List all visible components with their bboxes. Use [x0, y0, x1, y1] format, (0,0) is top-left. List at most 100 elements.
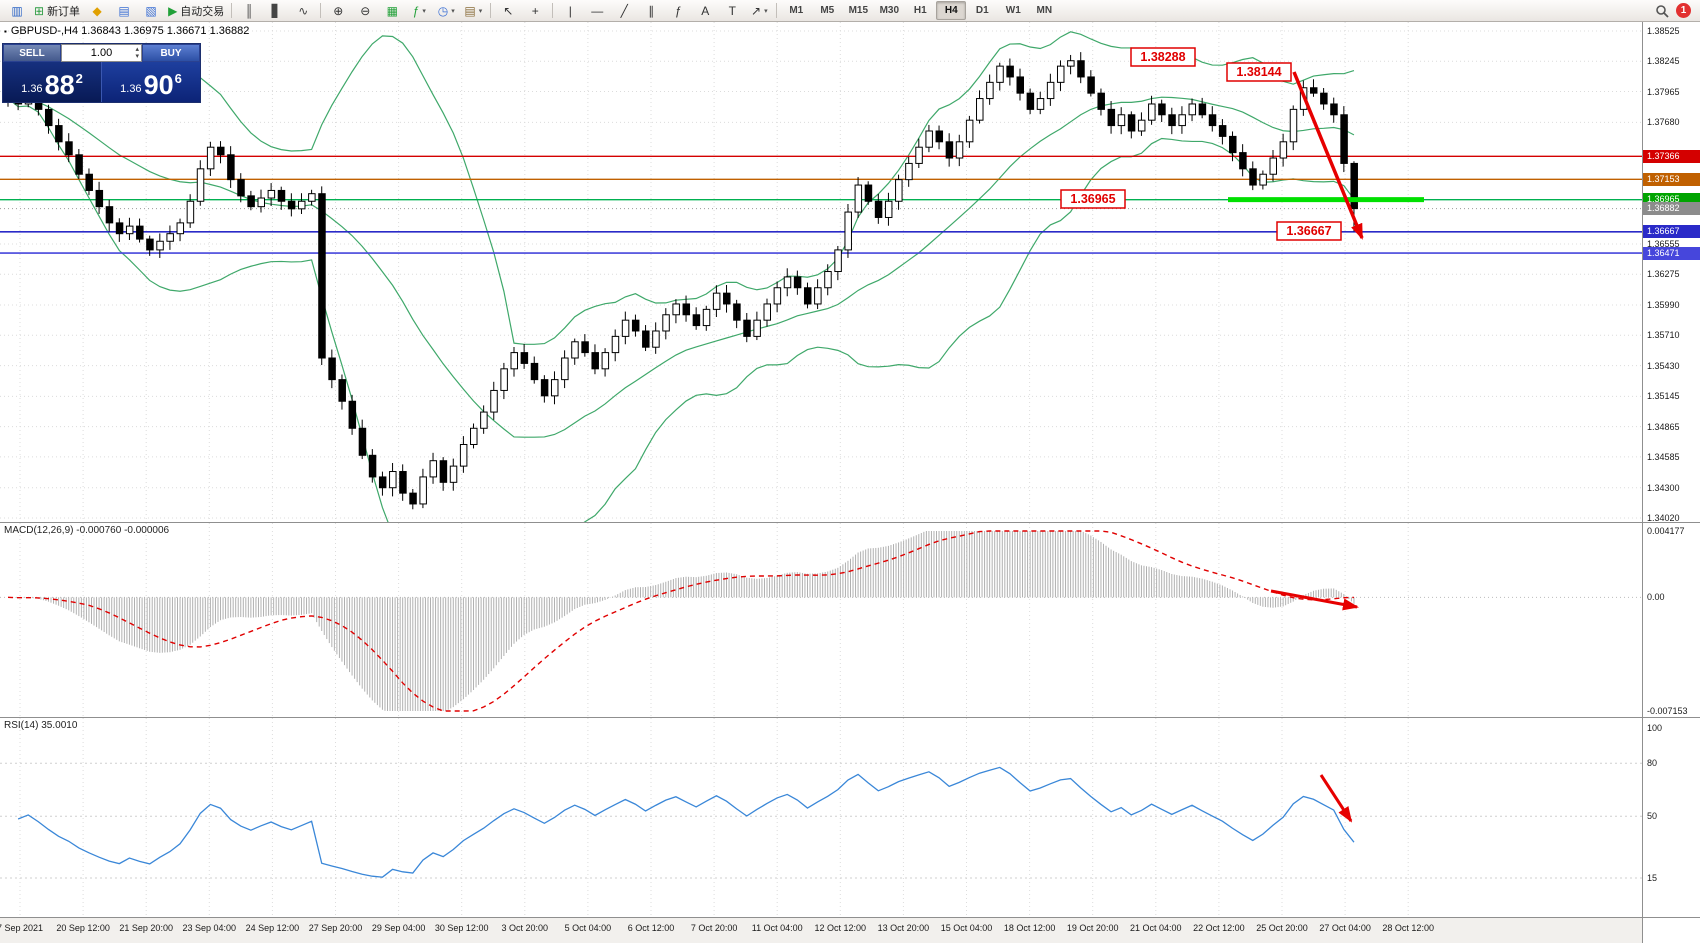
top-toolbar: ▥ ⊞ 新订单 ◆ ▤ ▧ ▶ 自动交易 ║ ▋ ∿ ⊕ ⊖ ▦ ƒ ▾ ◷ ▾ ▤ ▾ ↖ + | — ╱ ∥ ƒ A T ↗ ▾ M1 M5… [0, 0, 1700, 22]
price-axis-tag: 1.36471 [1643, 246, 1700, 260]
price-axis-tag: 1.36882 [1643, 202, 1700, 216]
time-axis-label: 21 Oct 04:00 [1130, 923, 1182, 933]
price-axis-tag: 1.37153 [1643, 172, 1700, 186]
vertical-line-button[interactable]: | [557, 1, 583, 21]
horizontal-line-button[interactable]: — [584, 1, 610, 21]
trendline-icon: ╱ [620, 3, 628, 18]
fibonacci-icon: ƒ [674, 3, 682, 18]
price-axis-label: 1.36275 [1647, 269, 1680, 280]
zoom-out-icon: ⊖ [360, 3, 371, 18]
profiles-icon: ◆ [92, 3, 102, 18]
timeframe-button-m1[interactable]: M1 [789, 5, 804, 16]
svg-text:1.38144: 1.38144 [1236, 65, 1281, 79]
timeframe-button-m30[interactable]: M30 [879, 5, 900, 16]
price-chart-panel: 1.38288 1.38144 1.36965 1.36667 ▪ GBPUSD-,H… [0, 22, 1642, 523]
rsi-axis-label: 80 [1647, 758, 1658, 769]
search-icon[interactable] [1655, 4, 1669, 18]
timeframe-button-w1[interactable]: W1 [1005, 5, 1021, 16]
price-axis-label: 1.35710 [1647, 330, 1680, 341]
rsi-axis-label: 100 [1647, 723, 1663, 733]
spinner-down-icon[interactable]: ▾ [135, 53, 139, 60]
timeframe-button-h4[interactable]: H4 [936, 1, 967, 20]
crosshair-icon: + [531, 3, 539, 18]
candlestick-button[interactable]: ▋ [263, 1, 289, 21]
price-axis-label: 1.34020 [1647, 513, 1680, 523]
channel-button[interactable]: ∥ [638, 1, 664, 21]
spinner-up-icon[interactable]: ▴ [135, 46, 139, 53]
line-chart-button[interactable]: ∿ [290, 1, 316, 21]
rsi-canvas[interactable] [0, 718, 1642, 918]
sell-price-big: 88 [44, 70, 75, 100]
new-order-icon: ⊞ [34, 3, 45, 18]
chart-ohlc-header: ▪ GBPUSD-,H4 1.36843 1.36975 1.36671 1.3… [4, 25, 249, 37]
new-order-button[interactable]: ⊞ 新订单 [31, 1, 83, 21]
rsi-axis-label: 15 [1647, 873, 1658, 884]
zoom-in-button[interactable]: ⊕ [325, 1, 351, 21]
macd-canvas[interactable] [0, 523, 1642, 718]
price-axis-label: 1.38525 [1647, 26, 1680, 36]
logo-icon: ▥ [11, 3, 23, 18]
buy-price[interactable]: 1.36 90 6 [101, 62, 200, 102]
market-watch-icon: ▤ [118, 3, 130, 18]
time-axis[interactable]: 7 Sep 2021 20 Sep 12:00 21 Sep 20:00 23 Sep… [0, 918, 1642, 943]
volume-spinner[interactable]: ▴ ▾ [135, 46, 139, 60]
sell-button[interactable]: SELL [3, 44, 61, 62]
periods-button[interactable]: ◷ ▾ [433, 1, 459, 21]
templates-icon: ▤ [464, 3, 476, 18]
buy-button[interactable]: BUY [142, 44, 200, 62]
price-axis-label: 1.35145 [1647, 391, 1680, 402]
notification-badge[interactable]: 1 [1676, 3, 1691, 18]
toolbar-separator [320, 3, 322, 18]
fibonacci-button[interactable]: ƒ [665, 1, 691, 21]
time-axis-label: 7 Oct 20:00 [690, 923, 738, 933]
timeframe-button-mn[interactable]: MN [1036, 5, 1053, 16]
ohlc-bars-button[interactable]: ║ [236, 1, 262, 21]
window-marker-icon: ▪ [4, 26, 7, 36]
crosshair-button[interactable]: + [522, 1, 548, 21]
cursor-icon: ↖ [503, 3, 514, 18]
sell-price-base: 1.36 [21, 83, 43, 95]
profiles-button[interactable]: ◆ [84, 1, 110, 21]
auto-trading-button[interactable]: ▶ 自动交易 [165, 1, 227, 21]
price-axis-label: 1.34865 [1647, 421, 1680, 432]
toolbar-separator [231, 3, 233, 18]
chevron-down-icon: ▾ [422, 7, 426, 15]
auto-trading-button-label: 自动交易 [180, 5, 225, 18]
line-chart-icon: ∿ [298, 3, 309, 18]
candles-icon: ▋ [271, 3, 281, 18]
navigator-button[interactable]: ▧ [138, 1, 164, 21]
time-axis-label: 24 Sep 12:00 [245, 923, 300, 933]
trendline-button[interactable]: ╱ [611, 1, 637, 21]
macd-panel: MACD(12,26,9) -0.000760 -0.000006 [0, 523, 1642, 718]
indicators-button[interactable]: ƒ ▾ [406, 1, 432, 21]
sell-price[interactable]: 1.36 88 2 [3, 62, 101, 102]
price-axis-label: 1.37965 [1647, 86, 1680, 97]
trade-controls-row: SELL 1.00 ▴ ▾ BUY [3, 44, 200, 62]
timeframe-button-h1[interactable]: H1 [913, 5, 927, 16]
templates-button[interactable]: ▤ ▾ [460, 1, 486, 21]
volume-field[interactable]: 1.00 ▴ ▾ [61, 44, 142, 62]
cursor-button[interactable]: ↖ [495, 1, 521, 21]
text-label-button[interactable]: T [719, 1, 745, 21]
text-button[interactable]: A [692, 1, 718, 21]
price-axis-tag: 1.36667 [1643, 225, 1700, 239]
timeframe-button-m15[interactable]: M15 [848, 5, 869, 16]
chevron-down-icon: ▾ [478, 7, 483, 15]
panel-divider[interactable] [0, 522, 1700, 523]
price-axis-tag: 1.37366 [1643, 149, 1700, 163]
tile-windows-button[interactable]: ▦ [379, 1, 405, 21]
arrows-button[interactable]: ↗ ▾ [746, 1, 772, 21]
time-axis-label: 3 Oct 20:00 [501, 923, 549, 933]
time-axis-label: 21 Sep 20:00 [119, 923, 173, 933]
timeframe-button-d1[interactable]: D1 [975, 5, 989, 16]
panel-divider[interactable] [0, 717, 1700, 718]
time-axis-label: 22 Oct 12:00 [1193, 923, 1245, 933]
time-axis-label: 7 Sep 2021 [0, 923, 44, 933]
chart-window: 1.38288 1.38144 1.36965 1.36667 ▪ GBPUSD-,H… [0, 22, 1700, 943]
timeframe-button-m5[interactable]: M5 [820, 5, 835, 16]
macd-axis-label: -0.007153 [1647, 706, 1688, 716]
price-chart-canvas[interactable]: 1.38288 1.38144 1.36965 1.36667 [0, 22, 1642, 523]
market-watch-button[interactable]: ▤ [111, 1, 137, 21]
price-axis[interactable]: 1.38525 1.38245 1.37965 1.37680 1.36555 1.362… [1643, 22, 1700, 943]
zoom-out-button[interactable]: ⊖ [352, 1, 378, 21]
